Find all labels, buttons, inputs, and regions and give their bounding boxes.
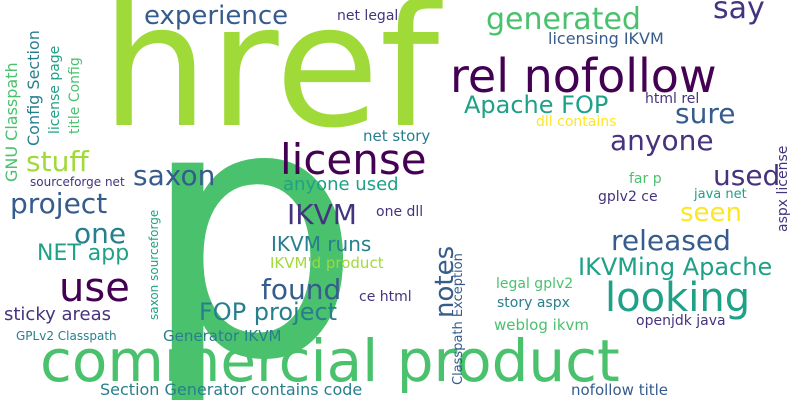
- word-dll-contains: dll contains: [536, 115, 616, 129]
- word-net-story: net story: [363, 129, 430, 144]
- word-say: say: [713, 0, 765, 24]
- word-gnu-classpath: GNU Classpath: [4, 62, 20, 182]
- word-use: use: [59, 268, 130, 308]
- word-aspx-license: aspx license: [776, 146, 790, 232]
- word-section-generator-contains-code: Section Generator contains code: [100, 382, 362, 398]
- word-ikvming-apache: IKVMing Apache: [578, 255, 772, 279]
- word-openjdk-java: openjdk java: [636, 314, 726, 328]
- word-seen: seen: [680, 200, 742, 226]
- word-net-app: NET app: [37, 243, 129, 265]
- word-saxon-sourceforge: saxon sourceforge: [148, 210, 160, 320]
- word-one-dll: one dll: [376, 205, 423, 219]
- word-used: used: [713, 162, 780, 190]
- word-java-net: java net: [694, 188, 747, 201]
- word-legal-gplv2: legal gplv2: [496, 277, 573, 291]
- word-released: released: [611, 227, 731, 255]
- word-weblog-ikvm: weblog ikvm: [494, 318, 589, 333]
- word-ikvm-runs: IKVM runs: [271, 234, 371, 254]
- word-html-rel: html rel: [645, 92, 699, 106]
- word-generator-ikvm: Generator IKVM: [163, 329, 281, 344]
- word-ce-html: ce html: [359, 290, 412, 304]
- word-saxon: saxon: [133, 162, 215, 190]
- word-ikvm: IKVM: [287, 201, 357, 229]
- word-config-section: Config Section: [26, 30, 42, 146]
- word-far-p: far p: [629, 172, 662, 186]
- word-anyone: anyone: [610, 127, 714, 155]
- word-gplv2-classpath: GPLv2 Classpath: [16, 330, 117, 342]
- word-experience: experience: [144, 3, 288, 29]
- word-classpath-exception: Classpath Exception: [452, 253, 465, 385]
- word-project: project: [10, 190, 107, 218]
- word-gplv2-ce: gplv2 ce: [598, 190, 658, 204]
- word-ikvmd-product: IKVM'd product: [270, 256, 384, 271]
- word-net-legal: net legal: [337, 9, 398, 23]
- word-nofollow-title: nofollow title: [571, 383, 668, 398]
- word-licensing-ikvm: licensing IKVM: [548, 31, 664, 47]
- word-title-config: title Config: [68, 57, 82, 134]
- word-stuff: stuff: [26, 148, 89, 176]
- word-story-aspx: story aspx: [497, 296, 570, 310]
- word-anyone-used: anyone used: [283, 176, 399, 194]
- word-looking: looking: [605, 278, 750, 318]
- word-license-page: license page: [48, 46, 62, 134]
- word-fop-project: FOP project: [199, 300, 337, 324]
- word-sourceforge-net: sourceforge net: [30, 176, 125, 188]
- word-sticky-areas: sticky areas: [4, 306, 111, 324]
